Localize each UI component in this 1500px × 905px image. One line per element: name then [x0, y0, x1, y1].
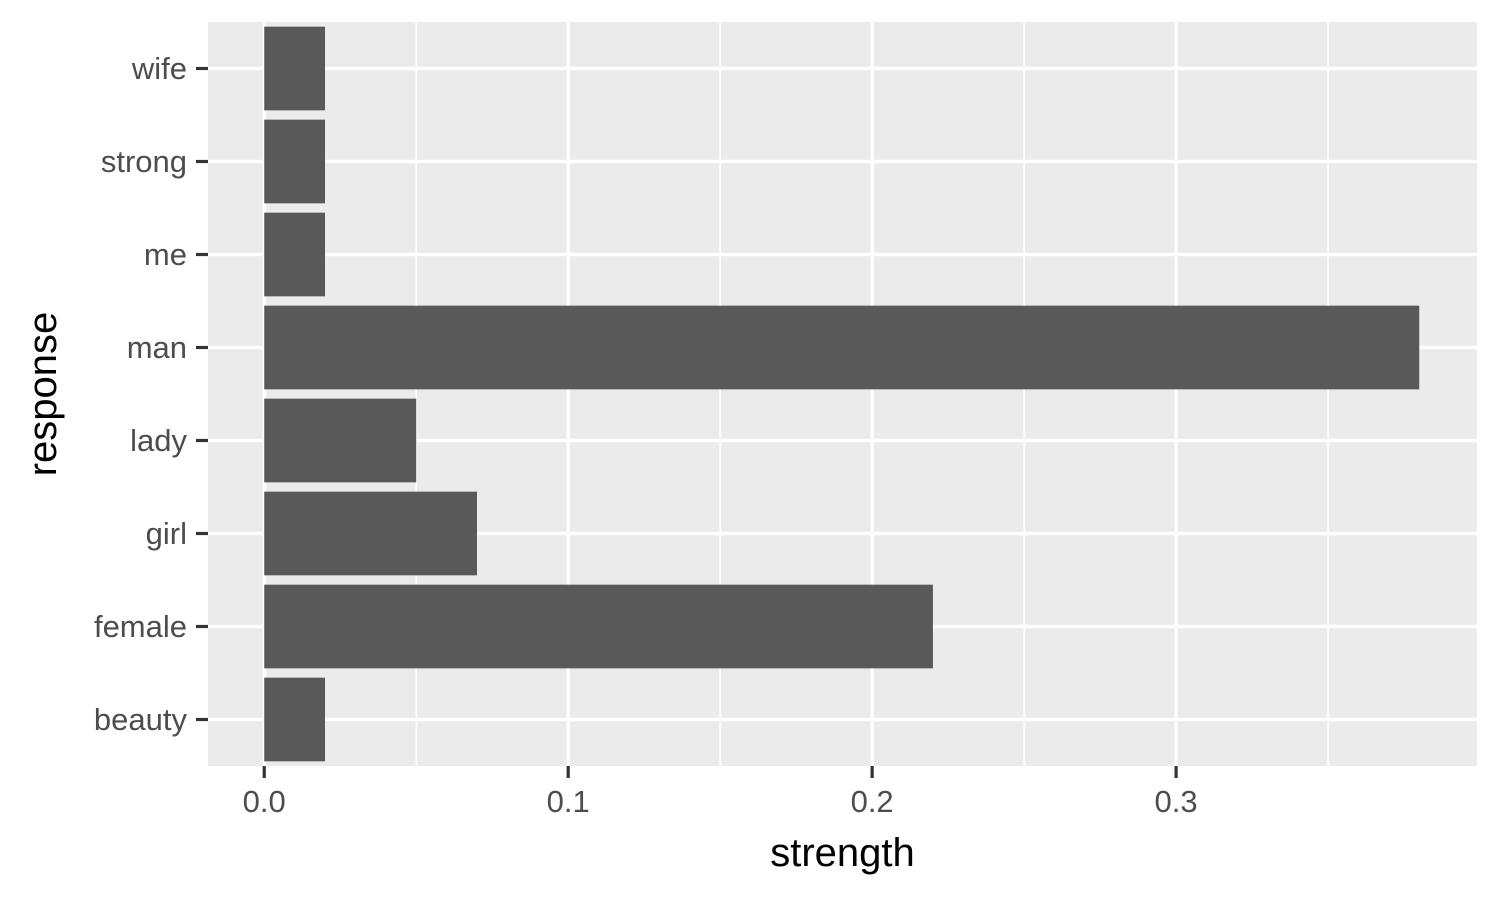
y-tick-label: man: [127, 330, 187, 365]
y-tick-label: girl: [146, 516, 187, 551]
bar-beauty: [264, 677, 326, 762]
bar-girl: [264, 491, 477, 576]
bar-man: [264, 305, 1420, 390]
x-tick-label: 0.3: [1155, 784, 1198, 819]
x-tick-label: 0.2: [851, 784, 894, 819]
y-tick-label: wife: [131, 51, 187, 86]
y-tick-label: strong: [101, 144, 187, 179]
x-tick-label: 0.1: [547, 784, 590, 819]
x-tick-label: 0.0: [243, 784, 286, 819]
bars: [264, 26, 1420, 762]
x-axis-title: strength: [770, 831, 915, 875]
bar-strong: [264, 119, 326, 204]
y-axis: beauty female girl lady man me strong wife: [94, 51, 208, 737]
x-axis: 0.0 0.1 0.2 0.3: [243, 766, 1198, 819]
y-tick-label: lady: [130, 423, 187, 458]
y-tick-label: beauty: [94, 702, 188, 737]
bar-wife: [264, 26, 326, 111]
y-tick-label: me: [144, 237, 187, 272]
y-axis-title: response: [21, 312, 65, 477]
bar-me: [264, 212, 326, 297]
bar-lady: [264, 398, 417, 483]
y-tick-label: female: [94, 609, 187, 644]
bar-female: [264, 584, 933, 669]
